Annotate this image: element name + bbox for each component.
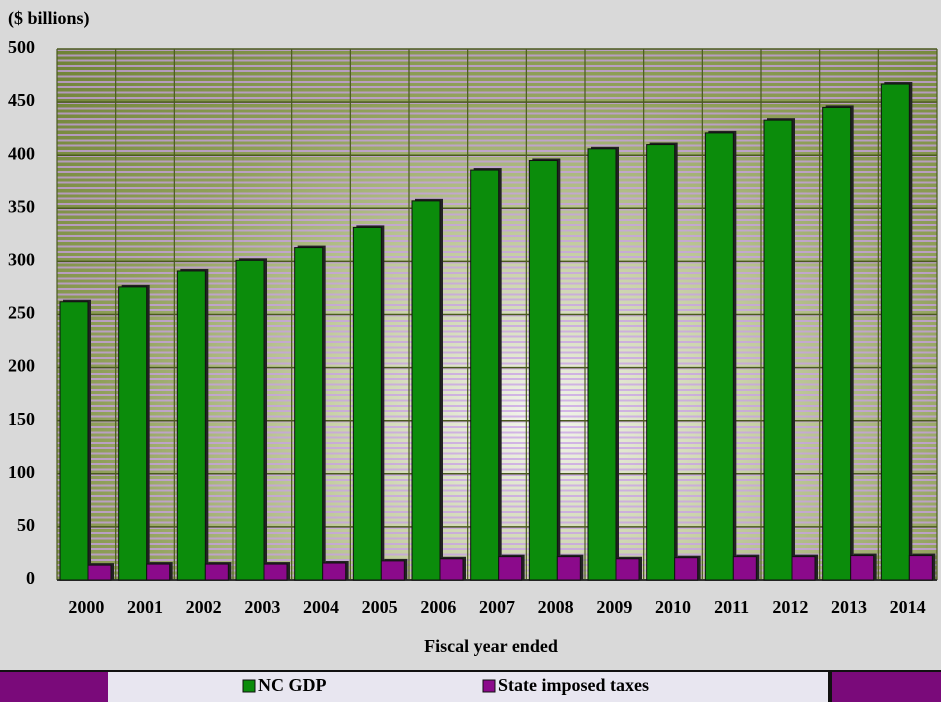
y-tick-label: 250 (8, 303, 35, 323)
y-tick-label: 0 (26, 568, 35, 588)
x-tick-label: 2001 (127, 597, 163, 617)
bar (732, 556, 757, 581)
bar (235, 259, 265, 581)
y-tick-label: 100 (8, 462, 35, 482)
bar (822, 106, 852, 581)
bar (263, 563, 288, 581)
x-tick-label: 2011 (714, 597, 749, 617)
bar (908, 555, 933, 581)
y-tick-label: 350 (8, 196, 35, 216)
bar (118, 286, 148, 581)
bar (556, 556, 581, 581)
y-tick-label: 500 (8, 37, 35, 57)
x-tick-label: 2000 (68, 597, 104, 617)
x-tick-label: 2009 (596, 597, 632, 617)
bar (498, 556, 523, 581)
bar (439, 558, 464, 581)
y-tick-label: 400 (8, 143, 35, 163)
bar (470, 169, 500, 581)
bar (646, 144, 676, 581)
y-tick-label: 300 (8, 250, 35, 270)
x-axis-label: Fiscal year ended (424, 636, 558, 656)
bar (59, 301, 89, 581)
x-tick-label: 2010 (655, 597, 691, 617)
bar (411, 200, 441, 581)
x-tick-label: 2012 (772, 597, 808, 617)
y-tick-label: 450 (8, 90, 35, 110)
y-unit-label: ($ billions) (8, 8, 90, 29)
bar (880, 83, 910, 581)
legend-swatch (242, 679, 256, 693)
bar (322, 562, 347, 581)
legend-side (0, 672, 108, 702)
bar (528, 160, 558, 581)
bar (204, 563, 229, 581)
bar (146, 563, 171, 581)
bar (176, 270, 206, 581)
legend-label: NC GDP (258, 675, 327, 695)
bar (791, 556, 816, 581)
bar (380, 560, 405, 581)
bar (763, 119, 793, 581)
x-tick-label: 2007 (479, 597, 515, 617)
y-tick-label: 50 (17, 515, 35, 535)
bar (587, 148, 617, 581)
x-tick-label: 2003 (244, 597, 280, 617)
bar (704, 132, 734, 581)
bar (294, 247, 324, 581)
x-tick-label: 2006 (420, 597, 456, 617)
bar (850, 555, 875, 581)
legend-swatch (482, 679, 496, 693)
bar (87, 564, 112, 581)
legend-label: State imposed taxes (498, 675, 649, 695)
x-tick-label: 2005 (362, 597, 398, 617)
x-tick-label: 2002 (186, 597, 222, 617)
bar (674, 557, 699, 581)
x-tick-label: 2004 (303, 597, 339, 617)
y-tick-label: 200 (8, 356, 35, 376)
bar (615, 558, 640, 581)
bar (352, 226, 382, 581)
y-tick-label: 150 (8, 409, 35, 429)
legend-side (832, 672, 941, 702)
x-tick-label: 2013 (831, 597, 867, 617)
legend-box (108, 672, 828, 702)
x-tick-label: 2014 (890, 597, 926, 617)
x-tick-label: 2008 (538, 597, 574, 617)
